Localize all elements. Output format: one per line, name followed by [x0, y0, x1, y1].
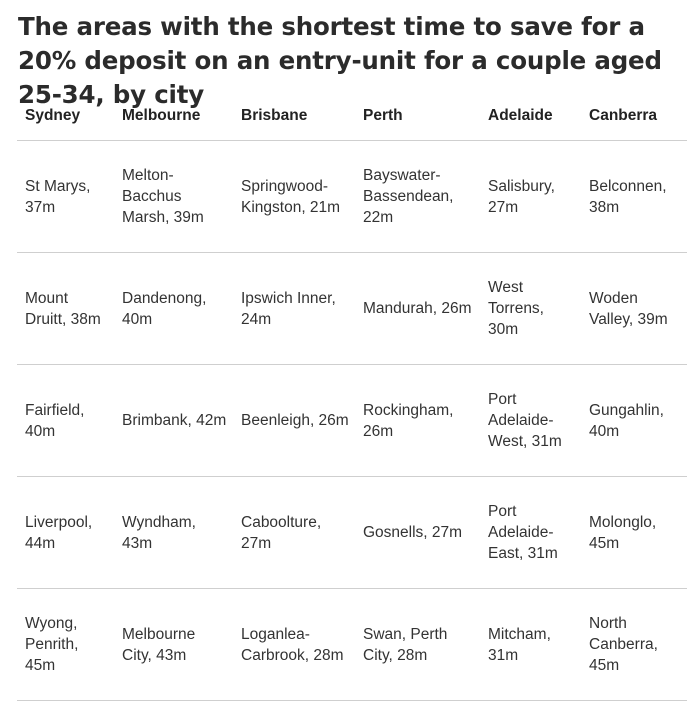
column-header-perth: Perth: [355, 92, 480, 141]
table-cell: Melbourne City, 43m: [114, 588, 233, 701]
table-cell: St Marys, 37m: [17, 140, 114, 253]
table-cell: Bayswater-Bassendean, 22m: [355, 140, 480, 253]
table-cell: Loganlea-Carbrook, 28m: [233, 588, 355, 701]
column-header-canberra: Canberra: [581, 92, 687, 141]
table-cell: Mandurah, 26m: [355, 252, 480, 365]
table-cell: Swan, Perth City, 28m: [355, 588, 480, 701]
table-cell: Beenleigh, 26m: [233, 364, 355, 477]
table-cell: Wyong, Penrith, 45m: [17, 588, 114, 701]
table-cell: Mount Druitt, 38m: [17, 252, 114, 365]
table-cell: Rockingham, 26m: [355, 364, 480, 477]
table-cell: Gosnells, 27m: [355, 476, 480, 589]
table-cell: Brimbank, 42m: [114, 364, 233, 477]
table-row: Wyong, Penrith, 45m Melbourne City, 43m …: [17, 588, 687, 701]
table-cell: Port Adelaide-West, 31m: [480, 364, 581, 477]
table-row: Fairfield, 40m Brimbank, 42m Beenleigh, …: [17, 364, 687, 477]
header-row: Sydney Melbourne Brisbane Perth Adelaide…: [17, 92, 687, 141]
table-cell: Molonglo, 45m: [581, 476, 687, 589]
table-cell: West Torrens, 30m: [480, 252, 581, 365]
table-row: Mount Druitt, 38m Dandenong, 40m Ipswich…: [17, 252, 687, 365]
column-header-brisbane: Brisbane: [233, 92, 355, 141]
column-header-melbourne: Melbourne: [114, 92, 233, 141]
table-cell: Ipswich Inner, 24m: [233, 252, 355, 365]
table-cell: Liverpool, 44m: [17, 476, 114, 589]
table-row: Liverpool, 44m Wyndham, 43m Caboolture, …: [17, 476, 687, 589]
column-header-adelaide: Adelaide: [480, 92, 581, 141]
table-cell: Springwood-Kingston, 21m: [233, 140, 355, 253]
table-cell: Port Adelaide-East, 31m: [480, 476, 581, 589]
table-cell: Belconnen, 38m: [581, 140, 687, 253]
table-cell: Dandenong, 40m: [114, 252, 233, 365]
column-header-sydney: Sydney: [17, 92, 114, 141]
page-title: The areas with the shortest time to save…: [18, 12, 662, 109]
table-cell: Salisbury, 27m: [480, 140, 581, 253]
table-cell: Mitcham, 31m: [480, 588, 581, 701]
table-row: St Marys, 37m Melton-Bacchus Marsh, 39m …: [17, 140, 687, 253]
table-cell: Woden Valley, 39m: [581, 252, 687, 365]
table-cell: North Canberra, 45m: [581, 588, 687, 701]
table-cell: Gungahlin, 40m: [581, 364, 687, 477]
table-cell: Wyndham, 43m: [114, 476, 233, 589]
table-cell: Fairfield, 40m: [17, 364, 114, 477]
table-cell: Caboolture, 27m: [233, 476, 355, 589]
savings-table: Sydney Melbourne Brisbane Perth Adelaide…: [17, 92, 687, 701]
table-cell: Melton-Bacchus Marsh, 39m: [114, 140, 233, 253]
